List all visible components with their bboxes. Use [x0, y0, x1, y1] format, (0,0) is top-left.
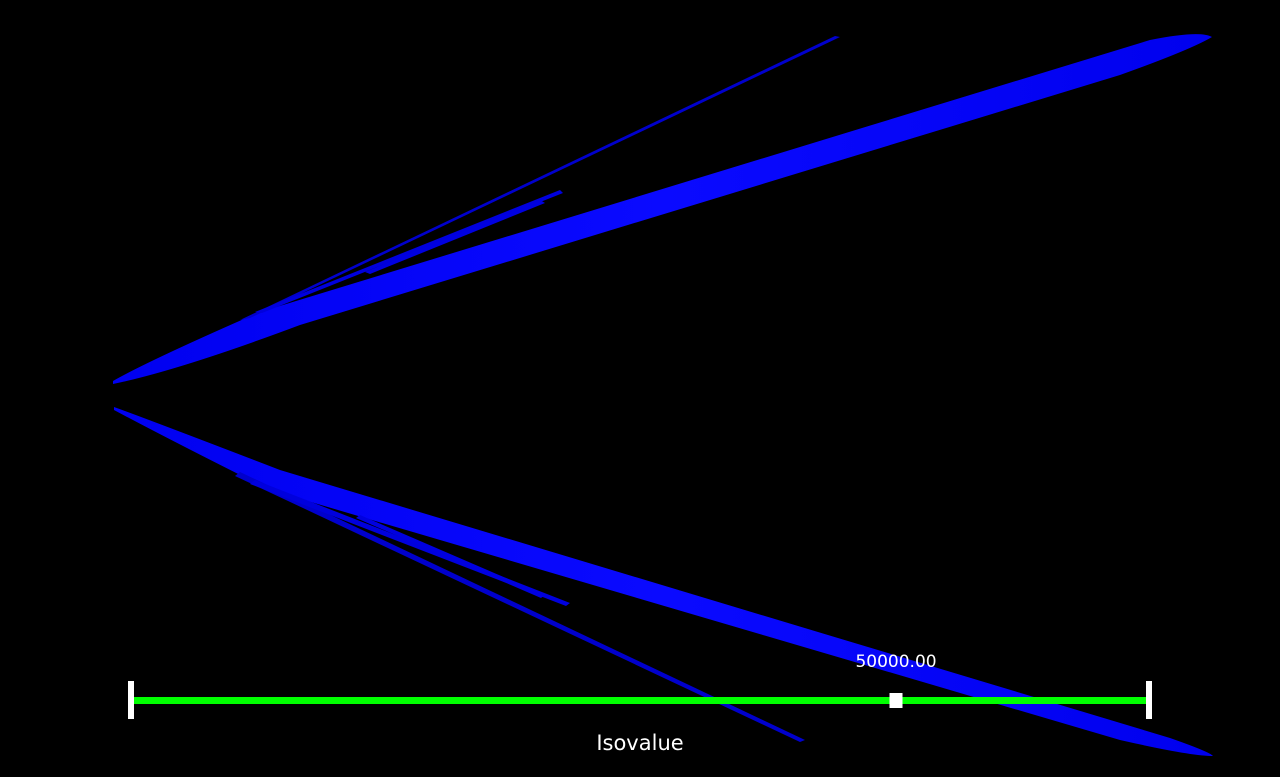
slider-left-endcap[interactable]	[128, 681, 134, 719]
slider-value-label: 50000.00	[855, 652, 937, 672]
slider-track[interactable]	[132, 697, 1148, 704]
slider-handle[interactable]	[889, 693, 903, 708]
isosurface-upper-streak-outer	[240, 36, 840, 320]
isosurface-upper-lobe	[113, 34, 1212, 384]
slider-right-endcap[interactable]	[1146, 681, 1152, 719]
isosurface-upper-streak-inner	[255, 190, 563, 313]
isosurface-lower-lobe	[114, 407, 1213, 756]
isosurface-upper-streak-mid	[365, 200, 545, 274]
isosurface-lower-streak-mid	[356, 515, 545, 598]
isosurface-lower-streak-outer	[235, 472, 805, 742]
slider-title: Isovalue	[596, 731, 684, 755]
